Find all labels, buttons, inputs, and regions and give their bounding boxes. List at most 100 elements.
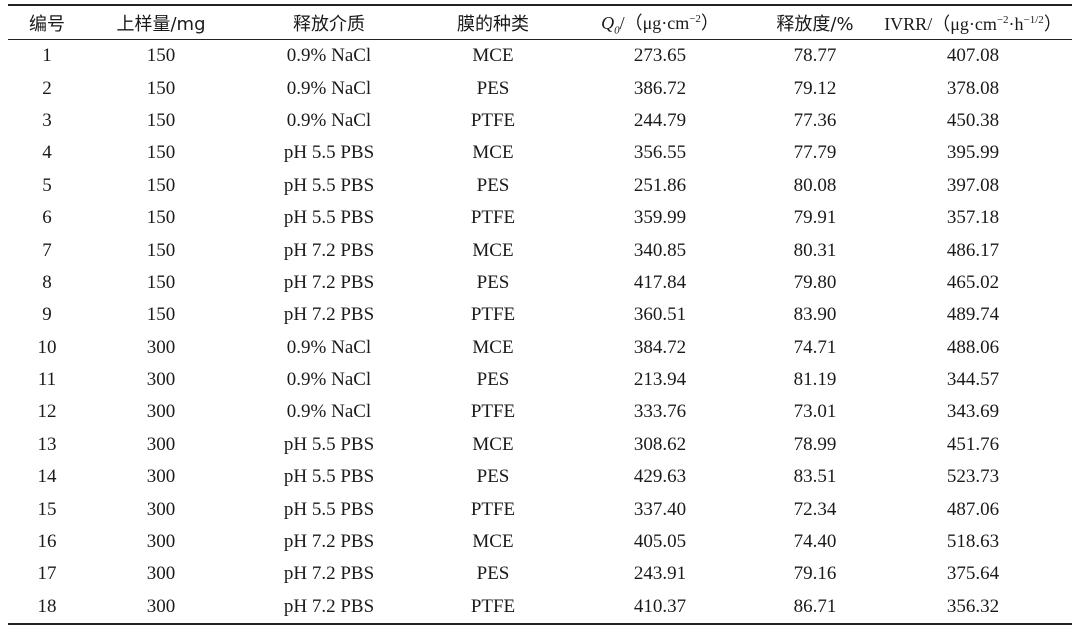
cell-membrane: PES bbox=[476, 174, 510, 196]
cell-medium: 0.9% NaCl bbox=[286, 109, 372, 131]
cell-membrane: PTFE bbox=[470, 498, 516, 520]
header-ivrr-close: ） bbox=[1043, 13, 1062, 34]
cell-load: 300 bbox=[146, 563, 176, 585]
header-load: 上样量/mg bbox=[116, 13, 206, 35]
cell-ivrr: 407.08 bbox=[946, 45, 1000, 67]
cell-load: 150 bbox=[146, 174, 176, 196]
header-q0-unit-exp: −2 bbox=[689, 12, 701, 25]
cell-ivrr: 518.63 bbox=[946, 531, 1000, 553]
header-membrane: 膜的种类 bbox=[457, 13, 529, 35]
table-row: 18 300 pH 7.2 PBS PTFE 410.37 86.71 356.32 bbox=[8, 591, 1072, 625]
table-row: 16 300 pH 7.2 PBS MCE 405.05 74.40 518.63 bbox=[8, 526, 1072, 558]
cell-release: 74.71 bbox=[793, 336, 837, 358]
cell-membrane: MCE bbox=[472, 142, 514, 164]
header-ivrr-exp2: −1/2 bbox=[1023, 13, 1044, 26]
table-row: 15 300 pH 5.5 PBS PTFE 337.40 72.34 487.06 bbox=[8, 493, 1072, 525]
table-row: 10 300 0.9% NaCl MCE 384.72 74.71 488.06 bbox=[8, 332, 1072, 364]
cell-ivrr: 378.08 bbox=[946, 77, 1000, 99]
header-q0-subscript: 0 bbox=[614, 24, 620, 37]
cell-id: 1 bbox=[42, 45, 52, 67]
cell-release: 78.99 bbox=[793, 433, 837, 455]
cell-id: 9 bbox=[42, 304, 52, 326]
data-table-container: 编号 上样量/mg 释放介质 膜的种类 Q0/（μg·cm−2） 释放度/% I… bbox=[8, 4, 1072, 625]
cell-ivrr: 344.57 bbox=[946, 369, 1000, 391]
cell-q0: 337.40 bbox=[633, 498, 687, 520]
cell-membrane: MCE bbox=[472, 239, 514, 261]
table-row: 12 300 0.9% NaCl PTFE 333.76 73.01 343.69 bbox=[8, 396, 1072, 428]
release-data-table: 编号 上样量/mg 释放介质 膜的种类 Q0/（μg·cm−2） 释放度/% I… bbox=[8, 4, 1072, 625]
cell-ivrr: 343.69 bbox=[946, 401, 1000, 423]
cell-q0: 360.51 bbox=[633, 304, 687, 326]
cell-q0: 429.63 bbox=[633, 466, 687, 488]
cell-q0: 405.05 bbox=[633, 531, 687, 553]
cell-release: 74.40 bbox=[793, 531, 837, 553]
cell-ivrr: 486.17 bbox=[946, 239, 1000, 261]
cell-ivrr: 395.99 bbox=[946, 142, 1000, 164]
cell-release: 77.36 bbox=[793, 109, 837, 131]
header-ivrr: IVRR/（μg·cm−2·h−1/2） bbox=[874, 5, 1072, 40]
cell-membrane: MCE bbox=[472, 336, 514, 358]
cell-load: 300 bbox=[146, 531, 176, 553]
cell-membrane: MCE bbox=[472, 531, 514, 553]
cell-medium: 0.9% NaCl bbox=[286, 77, 372, 99]
cell-load: 150 bbox=[146, 45, 176, 67]
cell-id: 15 bbox=[37, 498, 57, 520]
cell-medium: 0.9% NaCl bbox=[286, 401, 372, 423]
cell-q0: 359.99 bbox=[633, 207, 687, 229]
header-release: 释放度/% bbox=[776, 13, 854, 35]
cell-release: 79.12 bbox=[793, 77, 837, 99]
header-ivrr-label: IVRR/（μg·cm bbox=[884, 13, 997, 34]
table-row: 14 300 pH 5.5 PBS PES 429.63 83.51 523.73 bbox=[8, 461, 1072, 493]
table-row: 11 300 0.9% NaCl PES 213.94 81.19 344.57 bbox=[8, 364, 1072, 396]
cell-q0: 417.84 bbox=[633, 271, 687, 293]
cell-release: 73.01 bbox=[793, 401, 837, 423]
table-row: 6 150 pH 5.5 PBS PTFE 359.99 79.91 357.18 bbox=[8, 202, 1072, 234]
cell-q0: 308.62 bbox=[633, 433, 687, 455]
cell-id: 17 bbox=[37, 563, 57, 585]
header-id: 编号 bbox=[29, 13, 65, 35]
cell-membrane: PTFE bbox=[470, 109, 516, 131]
cell-membrane: MCE bbox=[472, 45, 514, 67]
cell-id: 18 bbox=[37, 595, 57, 617]
cell-load: 300 bbox=[146, 466, 176, 488]
table-row: 9 150 pH 7.2 PBS PTFE 360.51 83.90 489.74 bbox=[8, 299, 1072, 331]
header-row: 编号 上样量/mg 释放介质 膜的种类 Q0/（μg·cm−2） 释放度/% I… bbox=[8, 5, 1072, 40]
cell-release: 79.16 bbox=[793, 563, 837, 585]
cell-release: 86.71 bbox=[793, 595, 837, 617]
cell-medium: pH 7.2 PBS bbox=[283, 531, 375, 553]
cell-q0: 386.72 bbox=[633, 77, 687, 99]
cell-medium: pH 7.2 PBS bbox=[283, 239, 375, 261]
cell-load: 300 bbox=[146, 336, 176, 358]
cell-membrane: PTFE bbox=[470, 207, 516, 229]
cell-q0: 273.65 bbox=[633, 45, 687, 67]
cell-membrane: MCE bbox=[472, 433, 514, 455]
table-row: 13 300 pH 5.5 PBS MCE 308.62 78.99 451.76 bbox=[8, 429, 1072, 461]
cell-ivrr: 375.64 bbox=[946, 563, 1000, 585]
cell-release: 78.77 bbox=[793, 45, 837, 67]
table-row: 3 150 0.9% NaCl PTFE 244.79 77.36 450.38 bbox=[8, 105, 1072, 137]
cell-ivrr: 489.74 bbox=[946, 304, 1000, 326]
cell-release: 83.90 bbox=[793, 304, 837, 326]
cell-load: 150 bbox=[146, 109, 176, 131]
cell-release: 81.19 bbox=[793, 369, 837, 391]
cell-ivrr: 451.76 bbox=[946, 433, 1000, 455]
cell-id: 16 bbox=[37, 531, 57, 553]
table-row: 7 150 pH 7.2 PBS MCE 340.85 80.31 486.17 bbox=[8, 234, 1072, 266]
cell-medium: pH 5.5 PBS bbox=[283, 466, 375, 488]
cell-q0: 244.79 bbox=[633, 109, 687, 131]
cell-load: 300 bbox=[146, 595, 176, 617]
cell-load: 300 bbox=[146, 498, 176, 520]
cell-ivrr: 397.08 bbox=[946, 174, 1000, 196]
header-medium: 释放介质 bbox=[293, 13, 365, 35]
cell-load: 150 bbox=[146, 271, 176, 293]
cell-q0: 356.55 bbox=[633, 142, 687, 164]
cell-load: 150 bbox=[146, 77, 176, 99]
table-row: 1 150 0.9% NaCl MCE 273.65 78.77 407.08 bbox=[8, 40, 1072, 73]
cell-id: 6 bbox=[42, 207, 52, 229]
cell-medium: pH 7.2 PBS bbox=[283, 595, 375, 617]
cell-id: 12 bbox=[37, 401, 57, 423]
cell-load: 300 bbox=[146, 401, 176, 423]
table-body: 1 150 0.9% NaCl MCE 273.65 78.77 407.08 2 150 0.9… bbox=[8, 40, 1072, 625]
cell-load: 300 bbox=[146, 369, 176, 391]
cell-medium: pH 5.5 PBS bbox=[283, 433, 375, 455]
